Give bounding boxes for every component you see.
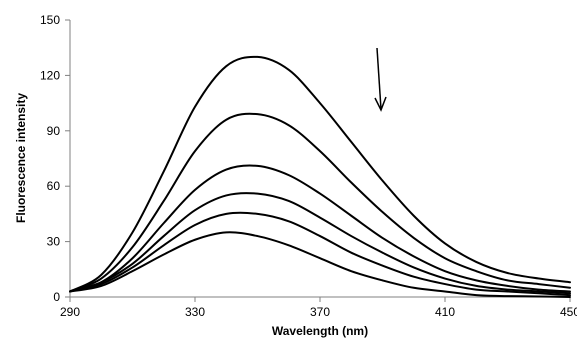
y-tick-label: 120: [40, 68, 60, 82]
y-axis-title: Fluorescence intensity: [14, 93, 28, 223]
y-tick-label: 30: [47, 235, 61, 249]
series-line-3: [69, 164, 571, 293]
series-line-1: [69, 55, 571, 293]
y-tick-label: 90: [47, 124, 61, 138]
y-axis-ticks: 0 30 60 90 120 150: [40, 13, 70, 304]
series-line-4: [69, 192, 571, 295]
down-arrow-annotation: [374, 47, 387, 112]
x-tick-label: 330: [185, 305, 205, 319]
x-tick-label: 370: [310, 305, 330, 319]
x-tick-label: 290: [60, 305, 80, 319]
x-axis-title: Wavelength (nm): [272, 324, 368, 338]
x-tick-label: 410: [435, 305, 455, 319]
y-tick-label: 0: [53, 290, 60, 304]
x-axis-ticks: 290 330 370 410 450: [60, 297, 577, 319]
series-line-6: [69, 231, 571, 298]
series-line-2: [69, 112, 571, 293]
y-tick-label: 150: [40, 13, 60, 27]
x-tick-label: 450: [560, 305, 577, 319]
series-group: [69, 55, 571, 298]
series-line-5: [69, 211, 571, 297]
y-tick-label: 60: [47, 179, 61, 193]
